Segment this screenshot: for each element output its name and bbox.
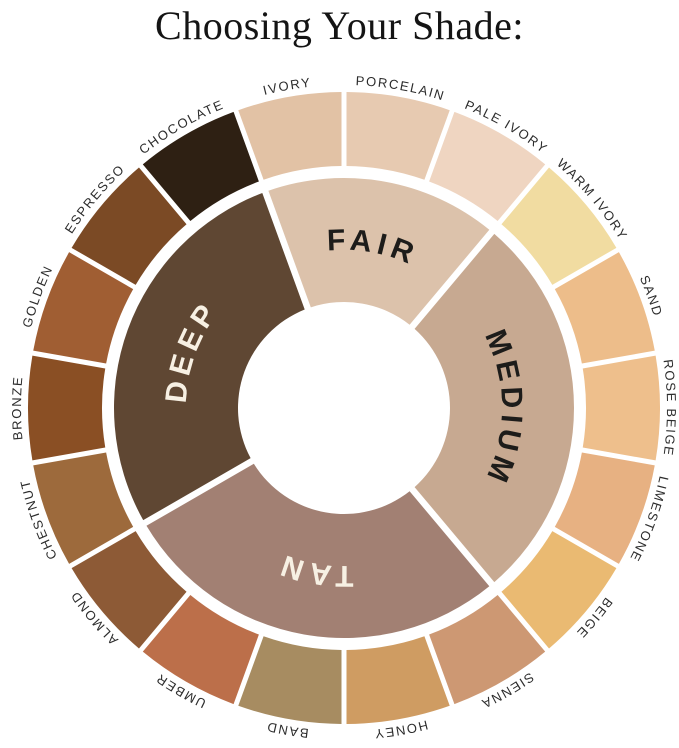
shade-segment-honey	[346, 636, 450, 724]
shade-label-text-rose-beige: ROSE BEIGE	[660, 358, 677, 457]
shade-label-rose-beige: ROSE BEIGE	[660, 358, 679, 457]
shade-segment-sand	[554, 252, 655, 364]
shade-segment-limestone	[554, 452, 655, 564]
shade-label-text-bronze: BRONZE	[9, 375, 24, 441]
shade-segment-almond	[71, 531, 187, 649]
category-segment-tan	[146, 463, 490, 638]
shade-segment-rose-beige	[582, 355, 661, 461]
shade-label-band: BAND	[264, 719, 309, 741]
category-segment-fair	[268, 177, 490, 325]
shade-segment-umber	[142, 594, 259, 705]
shade-segment-espresso	[71, 167, 187, 285]
shade-segment-ivory	[238, 92, 342, 180]
shade-label-text-ivory: IVORY	[261, 75, 310, 98]
shade-label-text-band: BAND	[264, 719, 307, 741]
shade-segment-sienna	[429, 594, 546, 705]
shade-segment-band	[238, 636, 342, 724]
category-segment-deep	[114, 193, 305, 521]
shade-segment-chestnut	[33, 452, 134, 564]
shade-label-bronze: BRONZE	[9, 375, 26, 441]
shade-segment-golden	[33, 252, 134, 364]
category-segment-medium	[414, 233, 574, 583]
shade-segment-warm-ivory	[501, 167, 617, 285]
shade-segment-porcelain	[346, 92, 450, 180]
shade-segment-pale-ivory	[429, 111, 546, 222]
page-title: Choosing Your Shade:	[155, 3, 524, 48]
shade-segment-bronze	[27, 355, 106, 461]
shade-segment-beige	[501, 531, 617, 649]
shade-label-ivory: IVORY	[261, 75, 312, 98]
shade-segment-chocolate	[142, 111, 259, 222]
